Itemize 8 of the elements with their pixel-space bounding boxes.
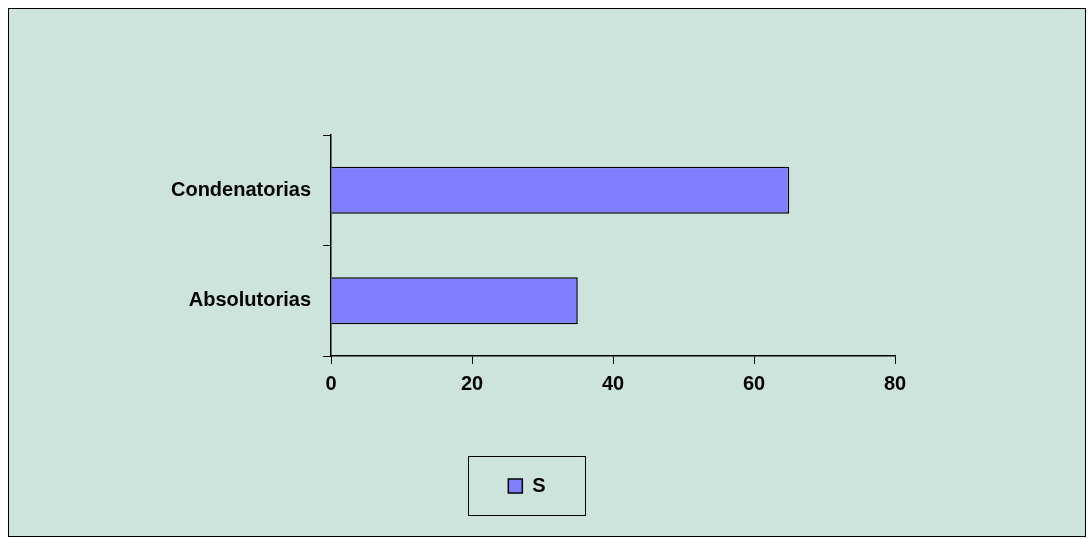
y-tick-label: Condenatorias (170, 177, 312, 200)
x-tick-label: 60 (742, 371, 766, 394)
legend-label: S (532, 473, 546, 496)
y-tick-label: Absolutorias (188, 288, 312, 311)
x-tick-label: 40 (601, 371, 625, 394)
x-tick-label: 20 (460, 371, 484, 394)
x-tick-label: 0 (325, 371, 337, 394)
x-tick-label: 80 (883, 371, 907, 394)
